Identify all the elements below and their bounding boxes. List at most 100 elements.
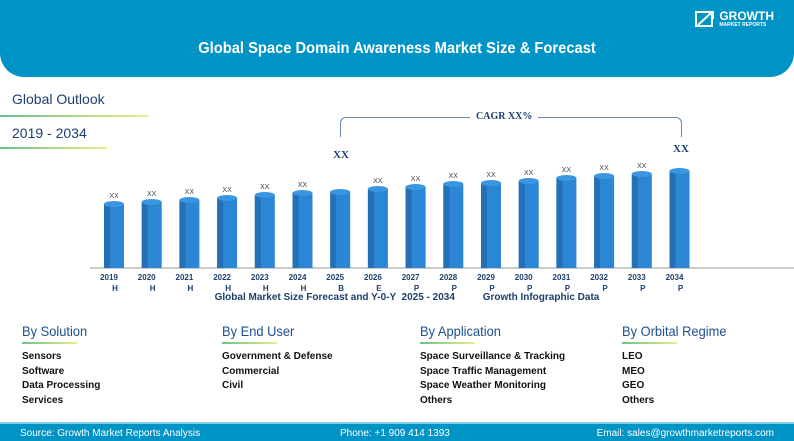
logo-subtext: MARKET REPORTS	[719, 22, 767, 28]
flag-label: P	[414, 284, 420, 293]
bar-shade	[518, 181, 525, 268]
data-label: XX	[599, 165, 609, 172]
flag-label: P	[452, 284, 458, 293]
segment-2: By Application Space Surveillance & Track…	[420, 323, 565, 408]
bar-shade	[292, 193, 299, 268]
divider	[420, 342, 475, 344]
bar-cap	[556, 175, 577, 181]
bar-shade	[405, 187, 412, 268]
flag-label: H	[225, 284, 231, 293]
bar-shade	[594, 176, 601, 268]
segment-1: By End User Government & Defense Commercia…	[222, 323, 333, 394]
flag-label: H	[150, 284, 156, 293]
segment-item: Services	[22, 394, 64, 406]
bar-shade	[443, 184, 450, 268]
bar-cap	[141, 199, 162, 205]
data-label: XX	[298, 182, 308, 189]
segment-item: Sensors	[22, 351, 62, 362]
data-label: XX	[260, 184, 270, 191]
divider	[0, 115, 148, 117]
bar-cap	[481, 180, 501, 186]
bar-cap	[292, 190, 313, 196]
segment-item: LEO	[622, 351, 643, 362]
year-label: 2027	[402, 273, 420, 282]
bar-shade	[104, 204, 110, 268]
bar-shade	[330, 192, 337, 268]
bar-cap	[330, 189, 351, 195]
phone-text: Phone: +1 909 414 1393	[340, 428, 450, 439]
flag-label: P	[602, 284, 608, 293]
segment-item: Space Surveillance & Tracking	[420, 351, 566, 362]
logo-text: GROWTH	[719, 9, 774, 23]
data-label: XX	[373, 178, 383, 185]
segment-item: Software	[22, 365, 65, 377]
data-label: XX	[185, 189, 195, 196]
flag-label: H	[301, 284, 307, 293]
bar-cap	[631, 171, 652, 177]
segment-item: Space Weather Monitoring	[420, 380, 546, 391]
segment-0: By Solution Sensors Software Data Processin…	[22, 323, 100, 408]
bar-cap	[594, 173, 615, 179]
chart-caption: Global Market Size Forecast and Y-0-Y 20…	[214, 292, 600, 303]
bar-shade	[179, 200, 186, 268]
flag-label: B	[338, 284, 344, 293]
flag-label: E	[376, 284, 382, 293]
segment-title: By Application	[420, 323, 501, 339]
end-value: XX	[673, 143, 689, 155]
year-label: 2021	[176, 273, 194, 282]
flag-label: P	[527, 284, 533, 293]
segment-item: Civil	[222, 380, 244, 391]
divider	[0, 147, 107, 149]
year-label: 2019	[100, 273, 118, 282]
segment-item: Commercial	[222, 365, 280, 377]
bar-shade	[669, 171, 676, 268]
year-label: 2022	[213, 273, 231, 282]
growth-arrow-icon	[695, 11, 715, 27]
bar-cap	[104, 201, 124, 207]
divider	[622, 342, 677, 344]
year-label: 2025	[326, 273, 344, 282]
data-label: XX	[222, 187, 232, 194]
bar-shade	[481, 183, 487, 268]
data-label: XX	[109, 193, 119, 200]
bar-chart: XX 2019 H XX 2020 H XX 2021 H XX 2022 H XX 2023 H XX 202…	[90, 163, 794, 293]
data-label: XX	[486, 172, 496, 179]
data-label: XX	[524, 170, 534, 177]
flag-label: H	[263, 284, 269, 293]
year-label: 2023	[251, 273, 269, 282]
logo: GROWTH MARKET REPORTS	[695, 10, 774, 28]
flag-label: H	[112, 284, 118, 293]
segment-item: Government & Defense	[222, 351, 333, 362]
email-text[interactable]: Email: sales@growthmarketreports.com	[596, 428, 774, 439]
data-label: XX	[562, 167, 572, 174]
bar-cap	[443, 181, 464, 187]
data-label: XX	[147, 191, 157, 198]
segment-item: Data Processing	[22, 380, 101, 391]
bar-cap	[669, 168, 690, 174]
bar-cap	[405, 184, 426, 190]
year-label: 2032	[590, 273, 608, 282]
source-text: Source: Growth Market Reports Analysis	[20, 428, 201, 439]
year-label: 2020	[138, 273, 156, 282]
cagr-label: CAGR XX%	[470, 111, 539, 122]
data-label: XX	[411, 176, 421, 183]
bar-shade	[631, 174, 638, 268]
year-label: 2026	[364, 273, 382, 282]
bar-cap	[367, 186, 388, 192]
bar-cap	[518, 178, 539, 184]
divider	[222, 342, 277, 344]
segment-3: By Orbital Regime LEO MEO GEO Others	[622, 323, 736, 408]
segment-title: By End User	[222, 323, 295, 339]
page-title: Global Space Domain Awareness Market Siz…	[198, 40, 596, 57]
bar-shade	[254, 195, 261, 268]
segment-item: Others	[622, 394, 655, 406]
year-label: 2024	[289, 273, 307, 282]
data-label: XX	[449, 173, 459, 180]
flag-label: H	[188, 284, 194, 293]
flag-label: P	[640, 284, 646, 293]
footer: Source: Growth Market Reports Analysis P…	[0, 422, 794, 441]
segment-title: By Solution	[22, 323, 88, 339]
bar-shade	[556, 178, 563, 268]
flag-label: P	[489, 284, 495, 293]
bar-shade	[367, 189, 374, 268]
